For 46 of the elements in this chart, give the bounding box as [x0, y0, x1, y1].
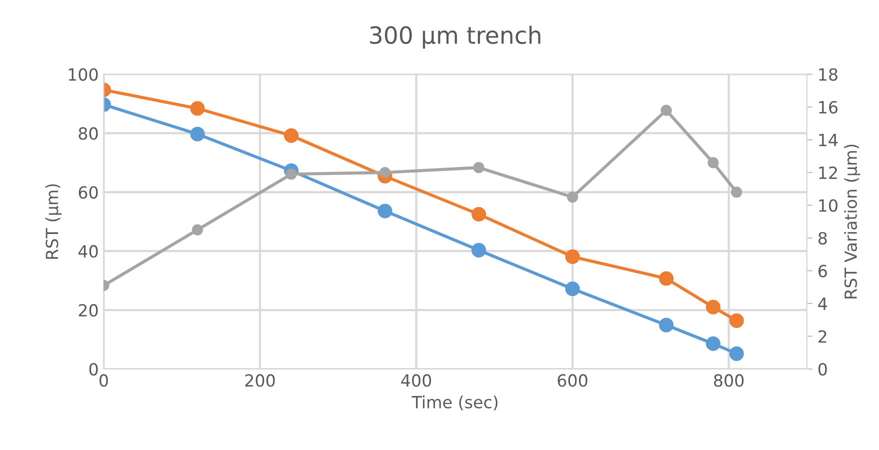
y-tick-label: 60 [78, 186, 98, 199]
y2-tick-label: 14 [819, 134, 838, 146]
point [729, 346, 744, 361]
chart-title: 300 µm trench [370, 26, 540, 49]
y2-axis-title: RST Variation (µm) [844, 144, 860, 298]
y-tick-label: 100 [68, 68, 98, 81]
point [565, 249, 580, 264]
point [706, 336, 720, 351]
point [284, 128, 299, 143]
point [708, 157, 719, 168]
point [706, 300, 720, 314]
point [473, 162, 484, 174]
x-axis-title: Time (sec) [412, 396, 498, 410]
point [658, 318, 674, 332]
point [378, 204, 392, 218]
point [731, 186, 742, 198]
y-tick-label: 0 [89, 362, 98, 376]
x-tick-label: 0 [100, 374, 108, 387]
y2-tick-label: 4 [818, 298, 828, 310]
y-tick-label: 40 [78, 245, 98, 258]
point [379, 166, 391, 178]
point [192, 224, 204, 236]
y2-tick-label: 6 [818, 264, 827, 278]
point [660, 104, 672, 116]
point [471, 242, 486, 258]
x-tick-label: 800 [714, 374, 744, 387]
x-tick-label: 600 [558, 374, 588, 387]
point [190, 101, 205, 116]
point [565, 282, 580, 296]
y2-tick-label: 8 [818, 232, 827, 245]
x-tick-label: 400 [401, 374, 432, 387]
point [729, 313, 744, 328]
y-tick-label: 20 [78, 304, 98, 317]
point [658, 271, 674, 286]
y2-tick-label: 0 [818, 362, 827, 376]
y2-tick-label: 10 [819, 199, 838, 212]
y2-tick-label: 2 [818, 330, 826, 343]
y2-tick-label: 16 [819, 100, 838, 114]
x-tick-label: 200 [245, 374, 275, 387]
y-axis-title: RST (µm) [45, 184, 62, 259]
y2-tick-label: 18 [819, 68, 838, 81]
point [566, 192, 578, 203]
point [190, 126, 205, 142]
point [471, 206, 486, 222]
y2-tick-label: 12 [819, 166, 837, 179]
y-tick-label: 80 [78, 127, 98, 140]
